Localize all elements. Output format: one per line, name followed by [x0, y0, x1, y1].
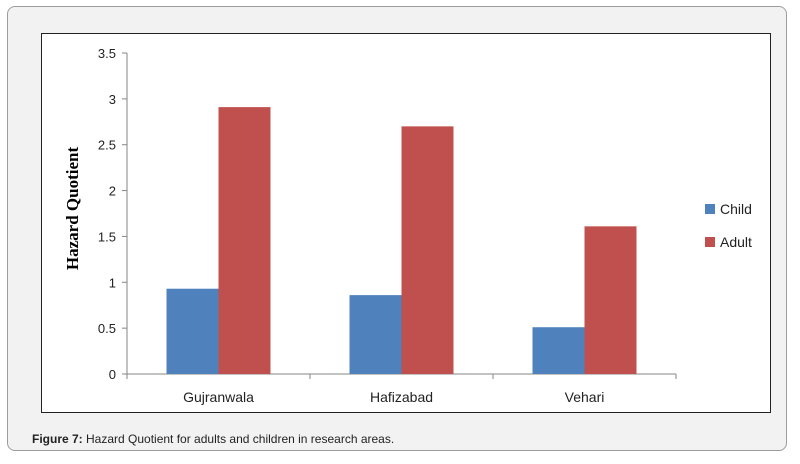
figure-caption: Figure 7: Hazard Quotient for adults and… [32, 432, 394, 446]
x-tick-label: Hafizabad [370, 389, 433, 405]
caption-text: Hazard Quotient for adults and children … [82, 432, 395, 446]
y-tick-label: 3.5 [98, 46, 116, 61]
x-tick-label: Gujranwala [183, 389, 254, 405]
figure-frame: 0 0.5 1 1.5 2 2.5 3 3.5 Hazard Quotient Gujranwal… [7, 6, 787, 451]
bar-adult-hafizabad [401, 126, 454, 374]
y-axis-title: Hazard Quotient [63, 147, 82, 271]
legend-label-adult: Adult [720, 234, 752, 250]
caption-label: Figure 7: [32, 432, 83, 446]
bar-adult-vehari [584, 226, 637, 374]
x-tick-label: Vehari [565, 389, 605, 405]
legend-label-child: Child [720, 201, 752, 217]
y-tick-label: 0 [109, 367, 116, 382]
y-tick-label: 2 [109, 184, 116, 199]
y-tick-label: 1 [109, 275, 116, 290]
bar-child-gujranwala [166, 288, 219, 374]
legend-swatch-adult [705, 237, 715, 247]
bar-chart: 0 0.5 1 1.5 2 2.5 3 3.5 Hazard Quotient Gujranwal… [63, 46, 752, 405]
y-tick-label: 2.5 [98, 138, 116, 153]
y-tick-label: 3 [109, 92, 116, 107]
chart-area: 0 0.5 1 1.5 2 2.5 3 3.5 Hazard Quotient Gujranwal… [41, 33, 771, 413]
y-tick-label: 1.5 [98, 229, 116, 244]
legend-swatch-child [705, 204, 715, 214]
bar-child-hafizabad [349, 295, 402, 374]
bar-child-vehari [532, 327, 585, 374]
bar-adult-gujranwala [218, 107, 271, 375]
y-tick-label: 0.5 [98, 321, 116, 336]
